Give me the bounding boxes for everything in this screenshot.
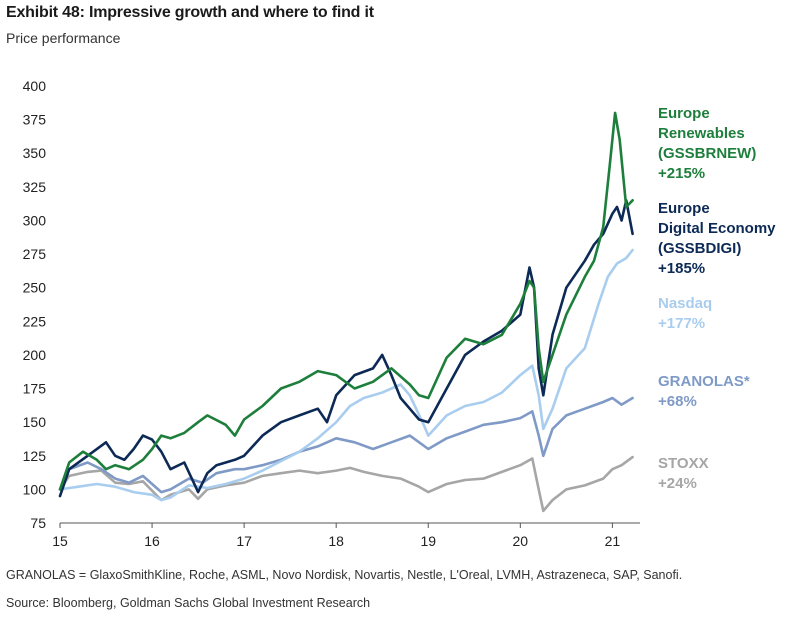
- chart-series-lines: [58, 111, 634, 513]
- chart-title: Exhibit 48: Impressive growth and where …: [6, 4, 374, 21]
- series-label-line: Europe: [658, 105, 710, 122]
- chart-subtitle: Price performance: [6, 30, 121, 46]
- footnote: GRANOLAS = GlaxoSmithKline, Roche, ASML,…: [6, 568, 683, 582]
- price-performance-chart: 75 100 125 150 175 200 225 250 275 300 325 350 375 40…: [23, 78, 777, 549]
- y-tick-label: 200: [23, 347, 47, 363]
- series-line-nasdaq: [58, 248, 634, 502]
- chart-axes: 75 100 125 150 175 200 225 250 275 300 325 350 375 40…: [23, 78, 640, 549]
- y-tick-label: 100: [23, 481, 47, 497]
- y-tick-label: 325: [23, 179, 47, 195]
- y-tick-label: 75: [30, 515, 46, 531]
- series-label-line: Europe: [658, 200, 710, 217]
- x-tick-label: 19: [420, 533, 436, 549]
- series-label-line: +24%: [658, 475, 697, 492]
- source-note: Source: Bloomberg, Goldman Sachs Global …: [6, 596, 371, 610]
- x-tick-label: 18: [328, 533, 344, 549]
- series-line-granolas: [58, 396, 634, 494]
- y-tick-label: 300: [23, 212, 47, 228]
- y-tick-label: 250: [23, 280, 47, 296]
- y-tick-label: 150: [23, 414, 47, 430]
- chart-series-labels: STOXX +24% GRANOLAS* +68% Nasdaq +177% Europe D…: [658, 105, 776, 492]
- series-label-line: +177%: [658, 315, 705, 332]
- x-tick-label: 16: [144, 533, 160, 549]
- series-label-line: +68%: [658, 393, 697, 410]
- y-tick-label: 175: [23, 381, 47, 397]
- series-label-line: (GSSBDIGI): [658, 240, 741, 257]
- series-label-line: Nasdaq: [658, 295, 712, 312]
- series-label-line: (GSSBRNEW): [658, 145, 756, 162]
- series-label-line: STOXX: [658, 455, 709, 472]
- series-label-line: Renewables: [658, 125, 745, 142]
- x-tick-label: 21: [605, 533, 621, 549]
- series-label-line: +215%: [658, 165, 705, 182]
- series-line-europe-renewables-gssbrnew: [58, 111, 634, 491]
- y-tick-label: 375: [23, 112, 47, 128]
- series-line-europe-digital-economy-gssbdigi: [58, 199, 634, 498]
- x-tick-label: 17: [236, 533, 252, 549]
- y-tick-label: 225: [23, 313, 47, 329]
- x-tick-label: 20: [513, 533, 529, 549]
- series-label-line: +185%: [658, 260, 705, 277]
- series-label-line: GRANOLAS*: [658, 373, 750, 390]
- y-tick-label: 275: [23, 246, 47, 262]
- series-line-stoxx: [58, 455, 634, 513]
- y-tick-label: 125: [23, 448, 47, 464]
- y-tick-label: 350: [23, 145, 47, 161]
- x-tick-label: 15: [52, 533, 68, 549]
- series-label-line: Digital Economy: [658, 220, 776, 237]
- y-tick-label: 400: [23, 78, 47, 94]
